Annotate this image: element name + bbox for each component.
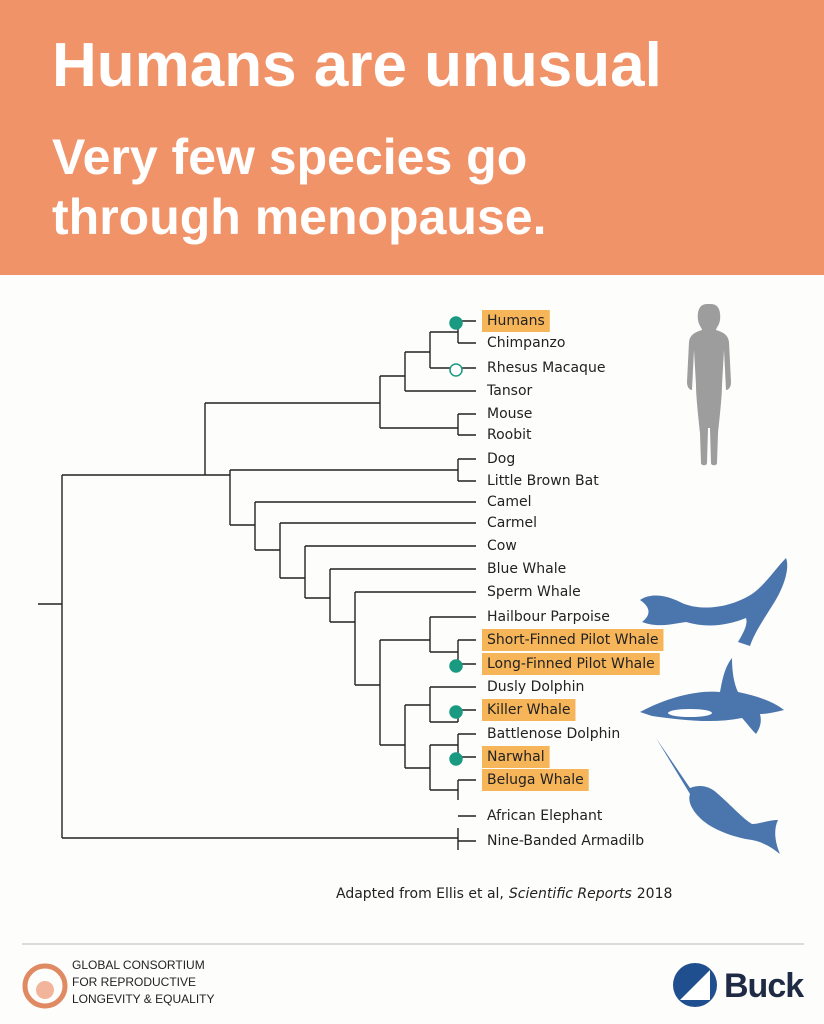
whale-silhouette xyxy=(640,558,788,646)
menopause-marker xyxy=(449,316,463,330)
tree-lines xyxy=(38,320,476,850)
species-label: Dog xyxy=(487,451,515,467)
menopause-marker xyxy=(449,705,463,719)
species-label: Hailbour Parpoise xyxy=(487,609,610,625)
species-label: Mouse xyxy=(487,406,532,422)
species-label: Camel xyxy=(487,494,532,510)
species-label: Rhesus Macaque xyxy=(487,360,605,376)
species-label: Short-Finned Pilot Whale xyxy=(487,632,658,648)
species-label: African Elephant xyxy=(487,808,603,824)
species-label: Dusly Dolphin xyxy=(487,679,584,695)
highlight xyxy=(482,769,589,791)
caption-text: Adapted from Ellis et al, xyxy=(336,886,504,902)
species-label: Chimpanzo xyxy=(487,335,565,351)
species-label: Little Brown Bat xyxy=(487,473,599,489)
highlight xyxy=(482,699,576,721)
brand-name: Buck xyxy=(724,967,804,1005)
species-label: Long-Finned Pilot Whale xyxy=(487,656,655,672)
species-labels: Humans Chimpanzo Rhesus Macaque Tansor Mouse… xyxy=(449,310,664,849)
title: Humans are unusual xyxy=(52,31,662,100)
narwhal-silhouette xyxy=(656,738,780,854)
caption-journal: Scientific Reports xyxy=(509,886,632,902)
highlight xyxy=(482,746,550,768)
species-label: Carmel xyxy=(487,515,537,531)
caption-year: 2018 xyxy=(637,886,673,902)
org-name: GLOBAL CONSORTIUM xyxy=(72,958,205,972)
human-silhouette xyxy=(687,304,731,466)
caption: Adapted from Ellis et al, Scientific Repo… xyxy=(336,886,672,902)
species-label: Humans xyxy=(487,313,545,329)
highlight xyxy=(482,310,550,332)
menopause-marker xyxy=(449,363,463,377)
species-label: Cow xyxy=(487,538,517,554)
species-label: Killer Whale xyxy=(487,702,570,718)
orca-patch xyxy=(668,709,712,717)
subtitle: through menopause. xyxy=(52,189,547,245)
highlight xyxy=(482,629,664,651)
species-label: Sperm Whale xyxy=(487,584,581,600)
orca-silhouette xyxy=(640,658,784,734)
menopause-marker xyxy=(449,752,463,766)
header: Humans are unusual Very few species go t… xyxy=(0,0,824,275)
species-label: Nine-Banded Armadilb xyxy=(487,833,644,849)
subtitle: Very few species go xyxy=(52,129,528,185)
species-label: Blue Whale xyxy=(487,561,566,577)
org-logo xyxy=(22,963,68,1009)
org-logo-inner xyxy=(36,981,54,999)
species-label: Roobit xyxy=(487,427,532,443)
brand-logo-mark xyxy=(680,970,710,1000)
org-name: FOR REPRODUCTIVE xyxy=(72,975,196,989)
org-name: LONGEVITY & EQUALITY xyxy=(72,992,215,1006)
species-label: Battlenose Dolphin xyxy=(487,726,620,742)
menopause-marker xyxy=(449,659,463,673)
highlight xyxy=(482,653,660,675)
species-label: Beluga Whale xyxy=(487,772,584,788)
species-label: Tansor xyxy=(486,383,533,399)
species-label: Narwhal xyxy=(487,749,545,765)
